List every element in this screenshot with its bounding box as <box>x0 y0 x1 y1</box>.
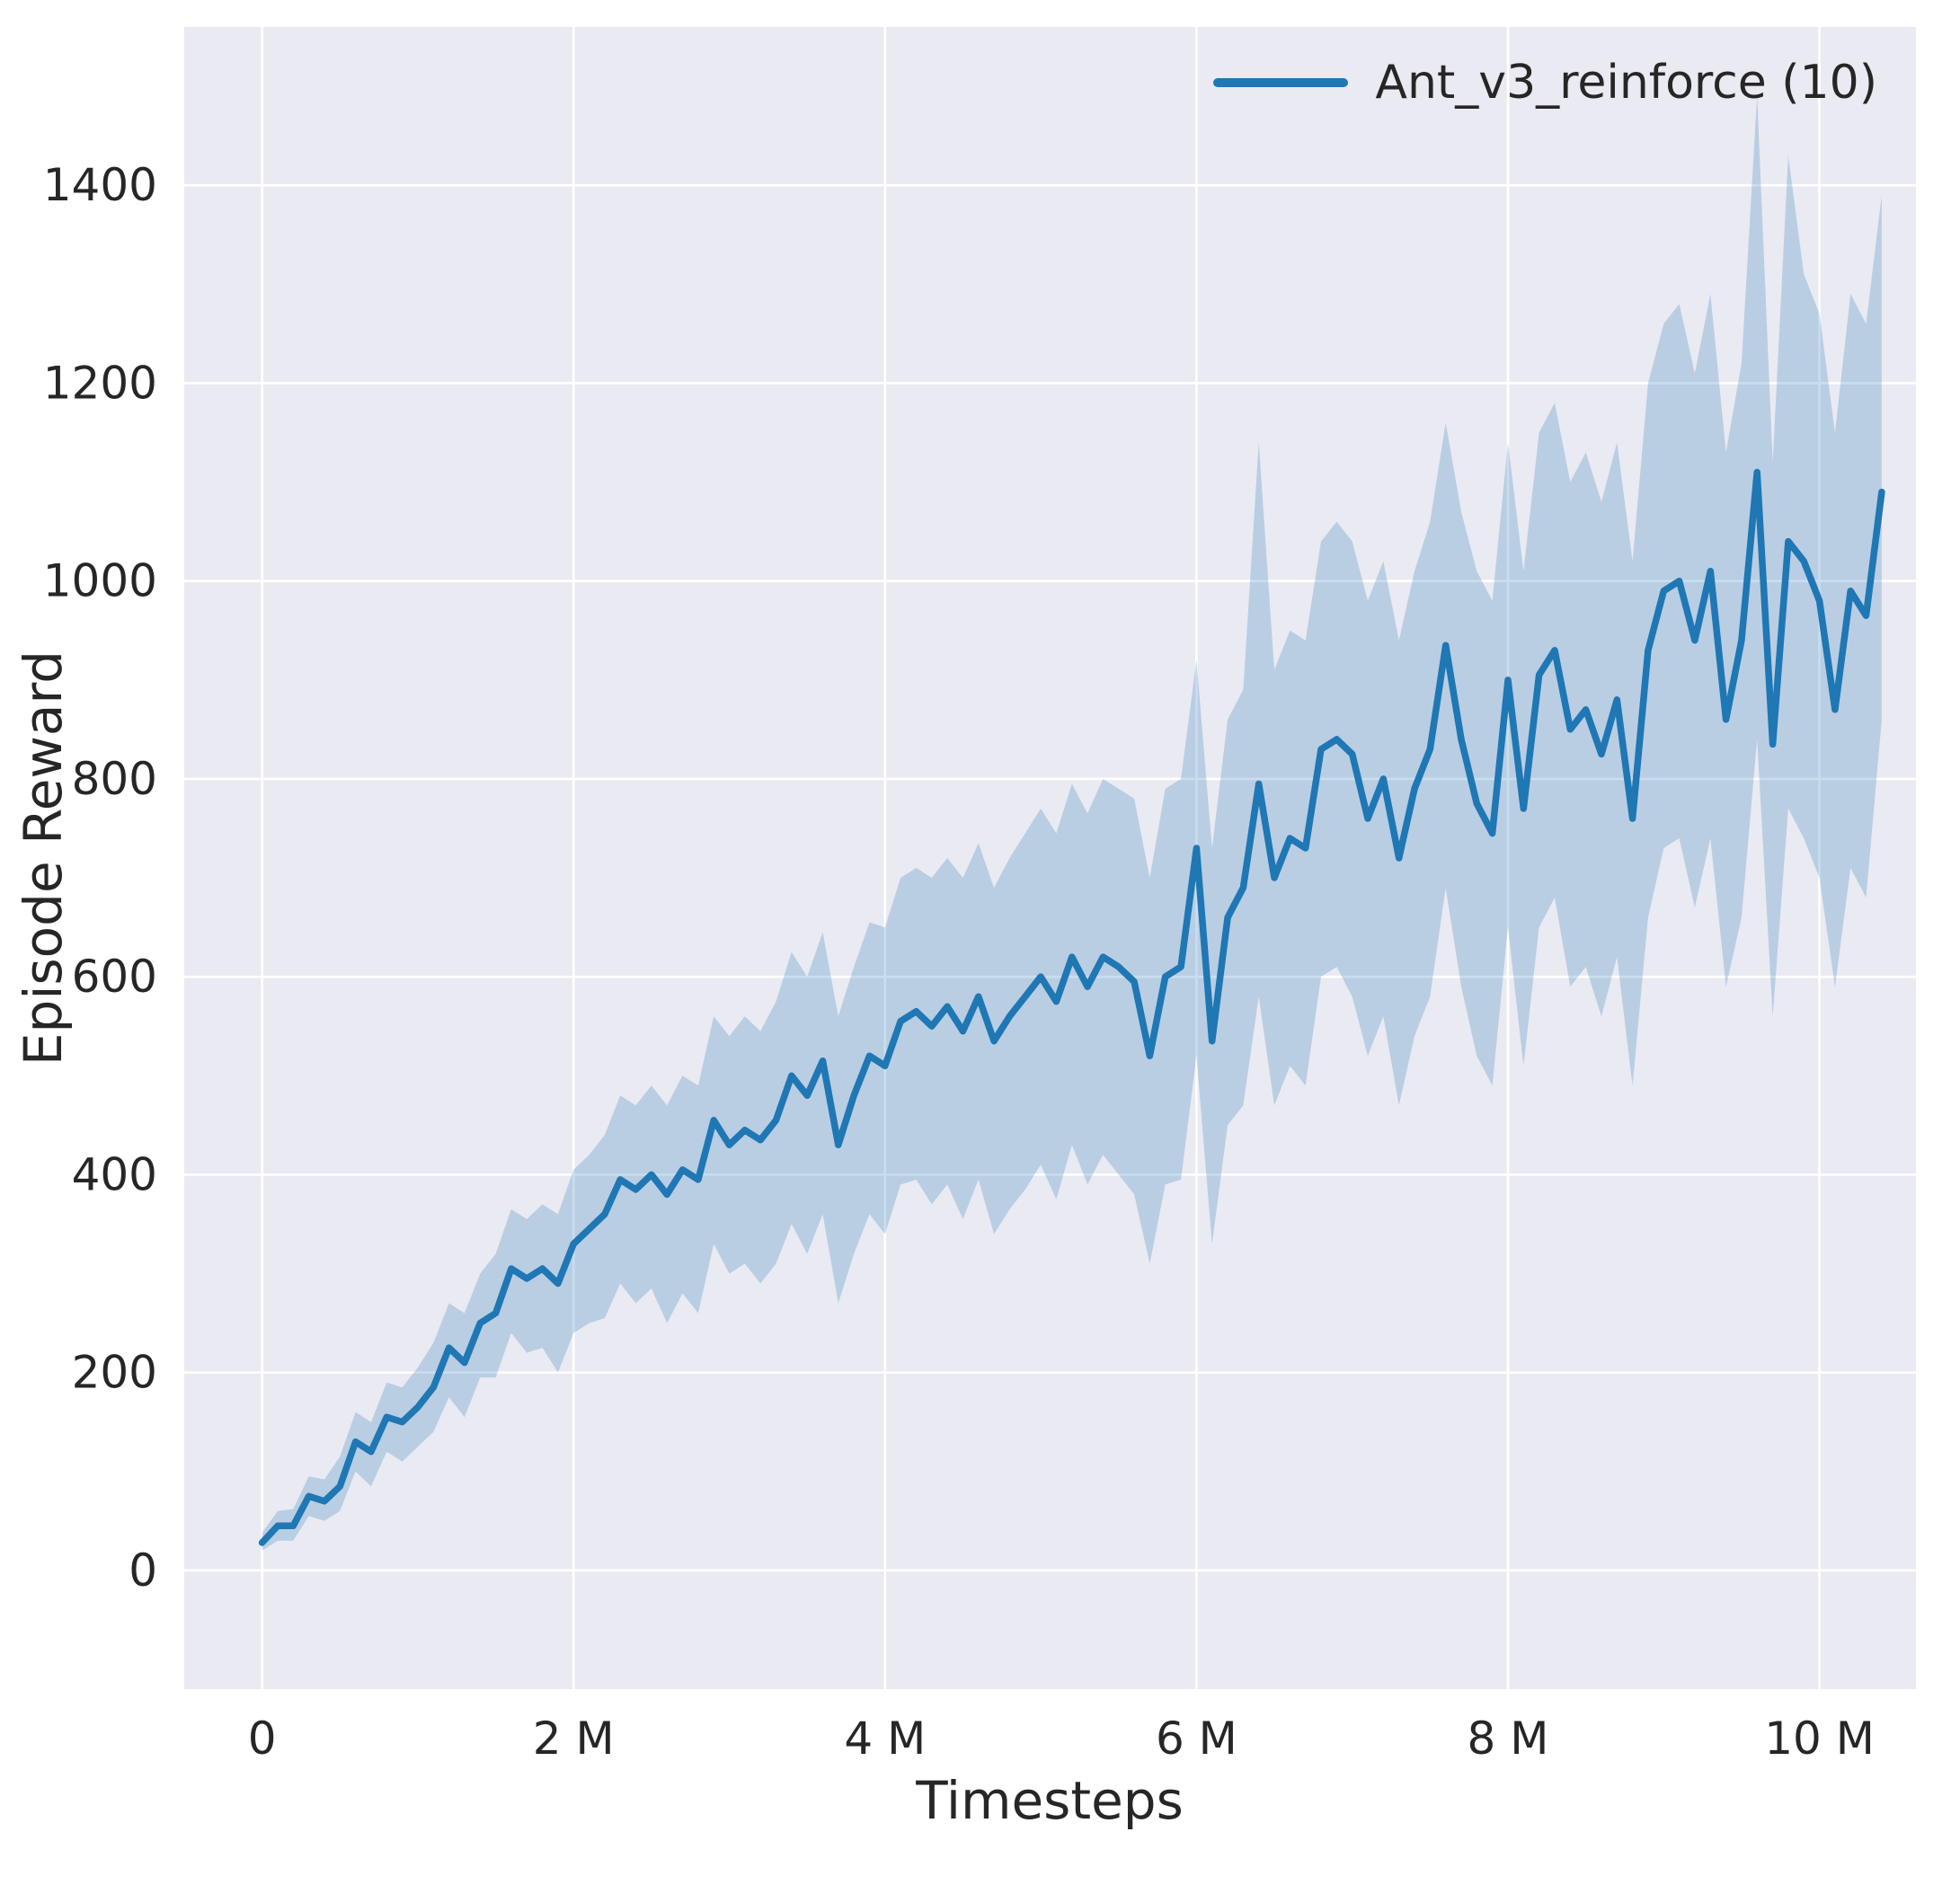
y-tick-label: 400 <box>72 1148 157 1200</box>
plot-area <box>184 27 1916 1689</box>
mean-reward-line <box>258 468 1885 1546</box>
legend-label: Ant_v3_reinforce (10) <box>1375 56 1877 110</box>
x-tick-label: 0 <box>248 1712 277 1765</box>
x-tick-label: 8 M <box>1468 1712 1549 1765</box>
legend-line-swatch <box>1213 78 1349 87</box>
y-tick-label: 800 <box>72 753 157 805</box>
x-tick-label: 6 M <box>1156 1712 1237 1765</box>
confidence-band <box>262 96 1882 1551</box>
y-tick-label: 600 <box>72 951 157 1003</box>
x-axis-label: Timesteps <box>916 1770 1184 1831</box>
x-tick-label: 4 M <box>844 1712 926 1765</box>
x-tick-label: 10 M <box>1764 1712 1875 1765</box>
y-axis-label: Episode Reward <box>13 650 74 1066</box>
y-tick-label: 1000 <box>43 555 157 607</box>
y-tick-label: 200 <box>72 1347 157 1399</box>
x-tick-label: 2 M <box>533 1712 615 1765</box>
y-tick-label: 1400 <box>43 159 157 211</box>
y-tick-label: 0 <box>129 1544 157 1597</box>
legend: Ant_v3_reinforce (10) <box>1213 56 1877 110</box>
y-tick-label: 1200 <box>43 357 157 409</box>
